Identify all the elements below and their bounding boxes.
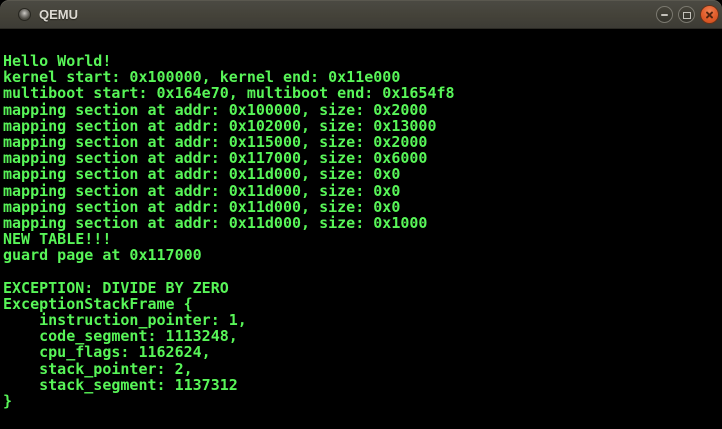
close-icon [701, 6, 718, 23]
qemu-app-icon [18, 8, 31, 21]
console-line: Hello World! [3, 52, 112, 70]
console-line: code_segment: 1113248, [3, 327, 238, 346]
minimize-button[interactable] [656, 6, 673, 23]
console-line: } [3, 391, 13, 410]
titlebar[interactable]: QEMU [0, 0, 722, 29]
maximize-button[interactable] [678, 6, 695, 23]
console-line: mapping section at addr: 0x117000, size:… [3, 149, 428, 168]
maximize-icon [683, 12, 691, 19]
minimize-icon [661, 14, 668, 16]
console-line: multiboot start: 0x164e70, multiboot end… [3, 84, 455, 103]
qemu-display[interactable]: Hello World! kernel start: 0x100000, ker… [0, 29, 722, 429]
console-line: mapping section at addr: 0x102000, size:… [3, 116, 437, 135]
console-line: stack_segment: 1137312 [3, 375, 238, 394]
console-line: stack_pointer: 2, [3, 359, 193, 378]
console-line: guard page at 0x117000 [3, 246, 202, 265]
console-line: mapping section at addr: 0x11d000, size:… [3, 213, 428, 232]
close-button[interactable] [700, 5, 719, 24]
window-title: QEMU [39, 7, 78, 22]
window-controls [656, 0, 719, 29]
console-line: mapping section at addr: 0x11d000, size:… [3, 197, 401, 216]
console-line: mapping section at addr: 0x100000, size:… [3, 100, 428, 119]
console-line: NEW TABLE!!! [3, 230, 112, 249]
console-line: instruction_pointer: 1, [3, 311, 247, 329]
console-line: mapping section at addr: 0x11d000, size:… [3, 181, 401, 200]
console-line: kernel start: 0x100000, kernel end: 0x11… [3, 68, 401, 87]
console-line: EXCEPTION: DIVIDE BY ZERO [3, 278, 229, 297]
console-line [3, 263, 722, 279]
console-line: cpu_flags: 1162624, [3, 343, 211, 362]
console-line: mapping section at addr: 0x11d000, size:… [3, 165, 401, 184]
console-line: ExceptionStackFrame { [3, 294, 193, 313]
console-line: mapping section at addr: 0x115000, size:… [3, 132, 428, 151]
